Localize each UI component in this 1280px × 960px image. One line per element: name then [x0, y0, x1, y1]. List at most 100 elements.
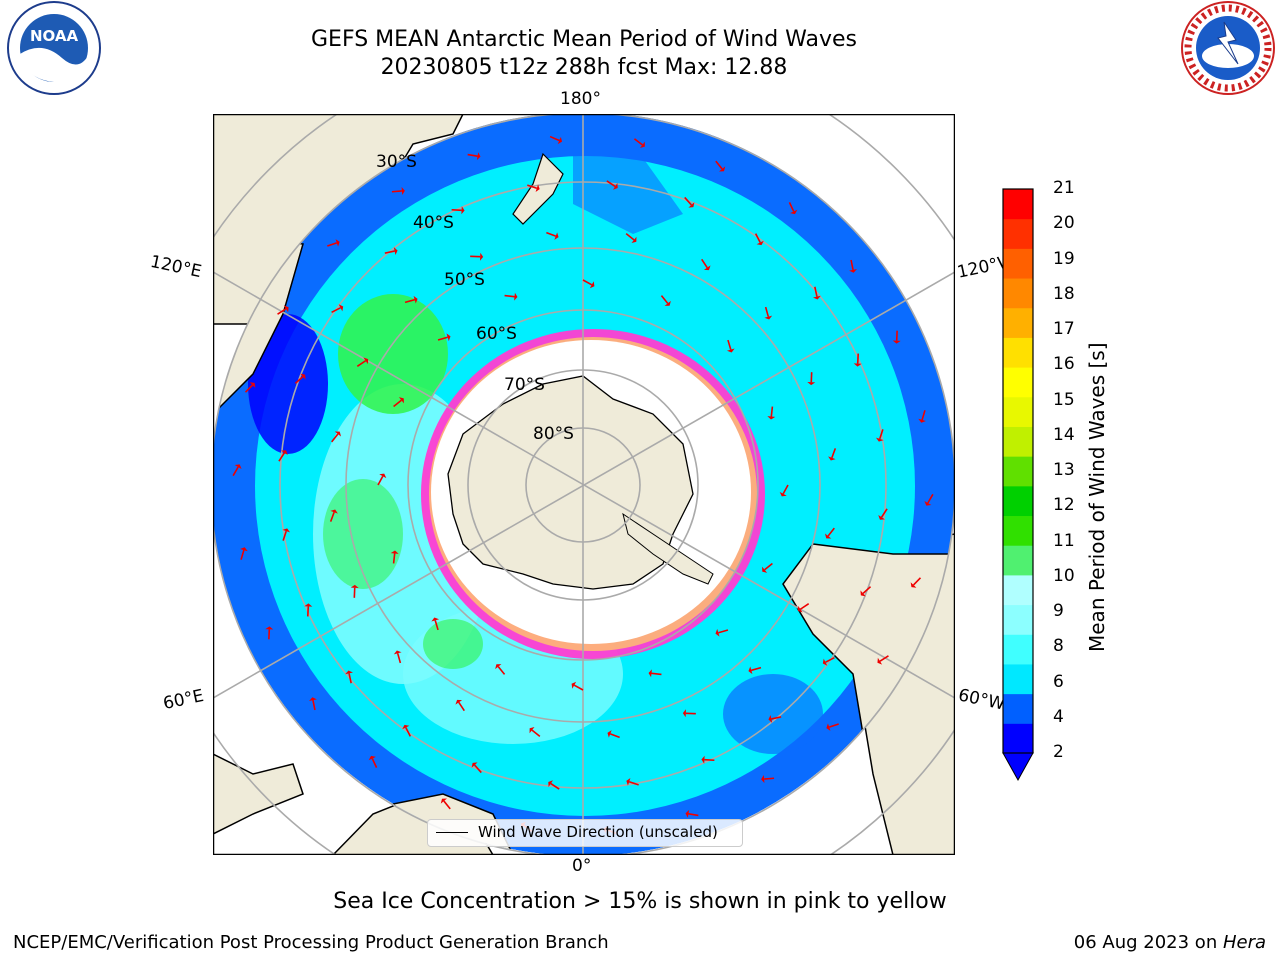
wind-arrow-head — [613, 183, 618, 190]
noaa-logo: NOAA — [7, 1, 101, 95]
colorbar-extend-arrow — [1002, 752, 1034, 782]
wind-arrow — [764, 306, 770, 317]
wind-arrow — [770, 406, 774, 417]
wind-arrow — [434, 620, 439, 631]
wind-arrow — [771, 716, 782, 720]
wind-arrow-head — [779, 491, 787, 497]
wind-arrow-head — [234, 464, 242, 470]
colorbar-tick-label: 13 — [1053, 460, 1075, 480]
wind-arrow — [727, 339, 732, 350]
wind-arrow-head — [440, 798, 448, 804]
colorbar-band — [1003, 248, 1033, 279]
wind-arrow-head — [715, 628, 720, 637]
colorbar-band — [1003, 337, 1033, 368]
wind-arrow — [404, 298, 415, 304]
colorbar-tick-label: 10 — [1053, 565, 1075, 586]
wind-arrow — [405, 727, 412, 737]
colorbar-band — [1003, 515, 1033, 546]
wind-arrow — [754, 233, 761, 243]
wind-arrow — [684, 196, 692, 206]
wind-arrow-head — [748, 666, 753, 675]
colorbar-tick-label: 11 — [1053, 530, 1075, 551]
wind-arrow — [232, 466, 239, 477]
wind-arrow — [244, 384, 254, 393]
wind-arrow-head — [761, 775, 765, 784]
lat-label-30s: 30°S — [376, 152, 417, 172]
wind-arrow-head — [393, 650, 402, 655]
wind-arrow — [356, 360, 367, 367]
wind-arrow-head — [807, 382, 816, 386]
wind-arrow-head — [571, 681, 577, 689]
wind-arrow — [527, 184, 538, 189]
colorbar-tick-label: 12 — [1053, 495, 1075, 516]
wind-arrow-head — [345, 670, 354, 675]
wind-arrow-head — [398, 397, 404, 404]
colorbar-band — [1003, 485, 1033, 517]
wind-arrow-head — [529, 726, 535, 734]
wind-arrow — [531, 729, 541, 737]
wind-arrow-head — [626, 777, 631, 786]
wind-arrow — [718, 629, 729, 634]
colorbar-band — [1003, 189, 1033, 220]
graticule — [213, 114, 955, 855]
green-zone — [338, 294, 448, 414]
wind-arrow-head — [918, 418, 926, 423]
wind-arrow — [329, 511, 335, 522]
wind-arrow — [827, 527, 835, 537]
page-title: GEFS MEAN Antarctic Mean Period of Wind … — [311, 27, 857, 52]
wind-arrow — [396, 653, 402, 664]
wind-arrow-head — [685, 809, 690, 818]
wind-arrow-head — [390, 550, 399, 554]
wind-arrow-head — [764, 315, 773, 320]
wind-arrow — [606, 180, 616, 188]
wind-arrow-head — [875, 437, 884, 442]
wind-arrow — [384, 250, 395, 254]
wind-arrow — [458, 701, 465, 712]
wind-arrow-head — [924, 500, 932, 506]
wind-arrow — [348, 673, 352, 684]
wind-arrow — [764, 562, 773, 571]
lat-label-50s: 50°S — [444, 270, 485, 290]
wind-arrow-head — [476, 152, 481, 161]
wind-arrow-head — [756, 240, 764, 246]
map-caption: Sea Ice Concentration > 15% is shown in … — [333, 889, 947, 914]
nws-logo — [1181, 1, 1275, 95]
wind-arrow-head — [495, 664, 502, 670]
map-legend: Wind Wave Direction (unscaled) — [427, 819, 743, 847]
wind-arrow — [633, 138, 643, 146]
footer-date: 06 Aug 2023 on Hera — [1074, 932, 1266, 953]
wind-arrow-head — [703, 265, 711, 271]
colorbar-band — [1003, 456, 1033, 487]
wind-arrow-head — [535, 184, 540, 193]
wind-arrow-head — [701, 755, 705, 764]
colorbar-tick-label: 16 — [1053, 354, 1075, 375]
wind-arrow — [474, 764, 482, 774]
colorbar-tick-label: 8 — [1053, 636, 1064, 657]
wind-arrow-head — [631, 236, 637, 244]
wind-arrow — [782, 484, 789, 495]
colorbar-band — [1003, 723, 1033, 754]
wind-arrow — [880, 508, 888, 518]
wind-arrow — [504, 294, 515, 298]
wind-arrow — [391, 190, 402, 193]
wind-arrow-head — [548, 780, 553, 787]
wind-arrow-head — [762, 566, 768, 573]
lon-label-0: 0° — [572, 856, 592, 876]
wind-arrow-head — [281, 450, 288, 455]
wind-arrow-head — [822, 658, 828, 666]
wind-arrow — [497, 666, 506, 675]
wind-arrow — [392, 553, 396, 564]
wind-arrow-head — [363, 357, 369, 365]
colorbar-tick-label: 4 — [1053, 706, 1064, 727]
wind-arrow — [327, 242, 338, 247]
page-subtitle: 20230805 t12z 288h fcst Max: 12.88 — [380, 55, 788, 80]
colorbar-label: Mean Period of Wind Waves [s] — [1085, 342, 1109, 652]
wind-arrow-head — [265, 626, 274, 630]
wind-arrow — [828, 723, 839, 728]
wind-arrow-head — [431, 617, 440, 622]
wind-arrow — [550, 782, 560, 790]
wind-arrow-head — [282, 528, 291, 533]
wind-arrow — [704, 758, 715, 762]
colorbar-band — [1003, 278, 1033, 309]
colorbar-band — [1003, 396, 1033, 427]
